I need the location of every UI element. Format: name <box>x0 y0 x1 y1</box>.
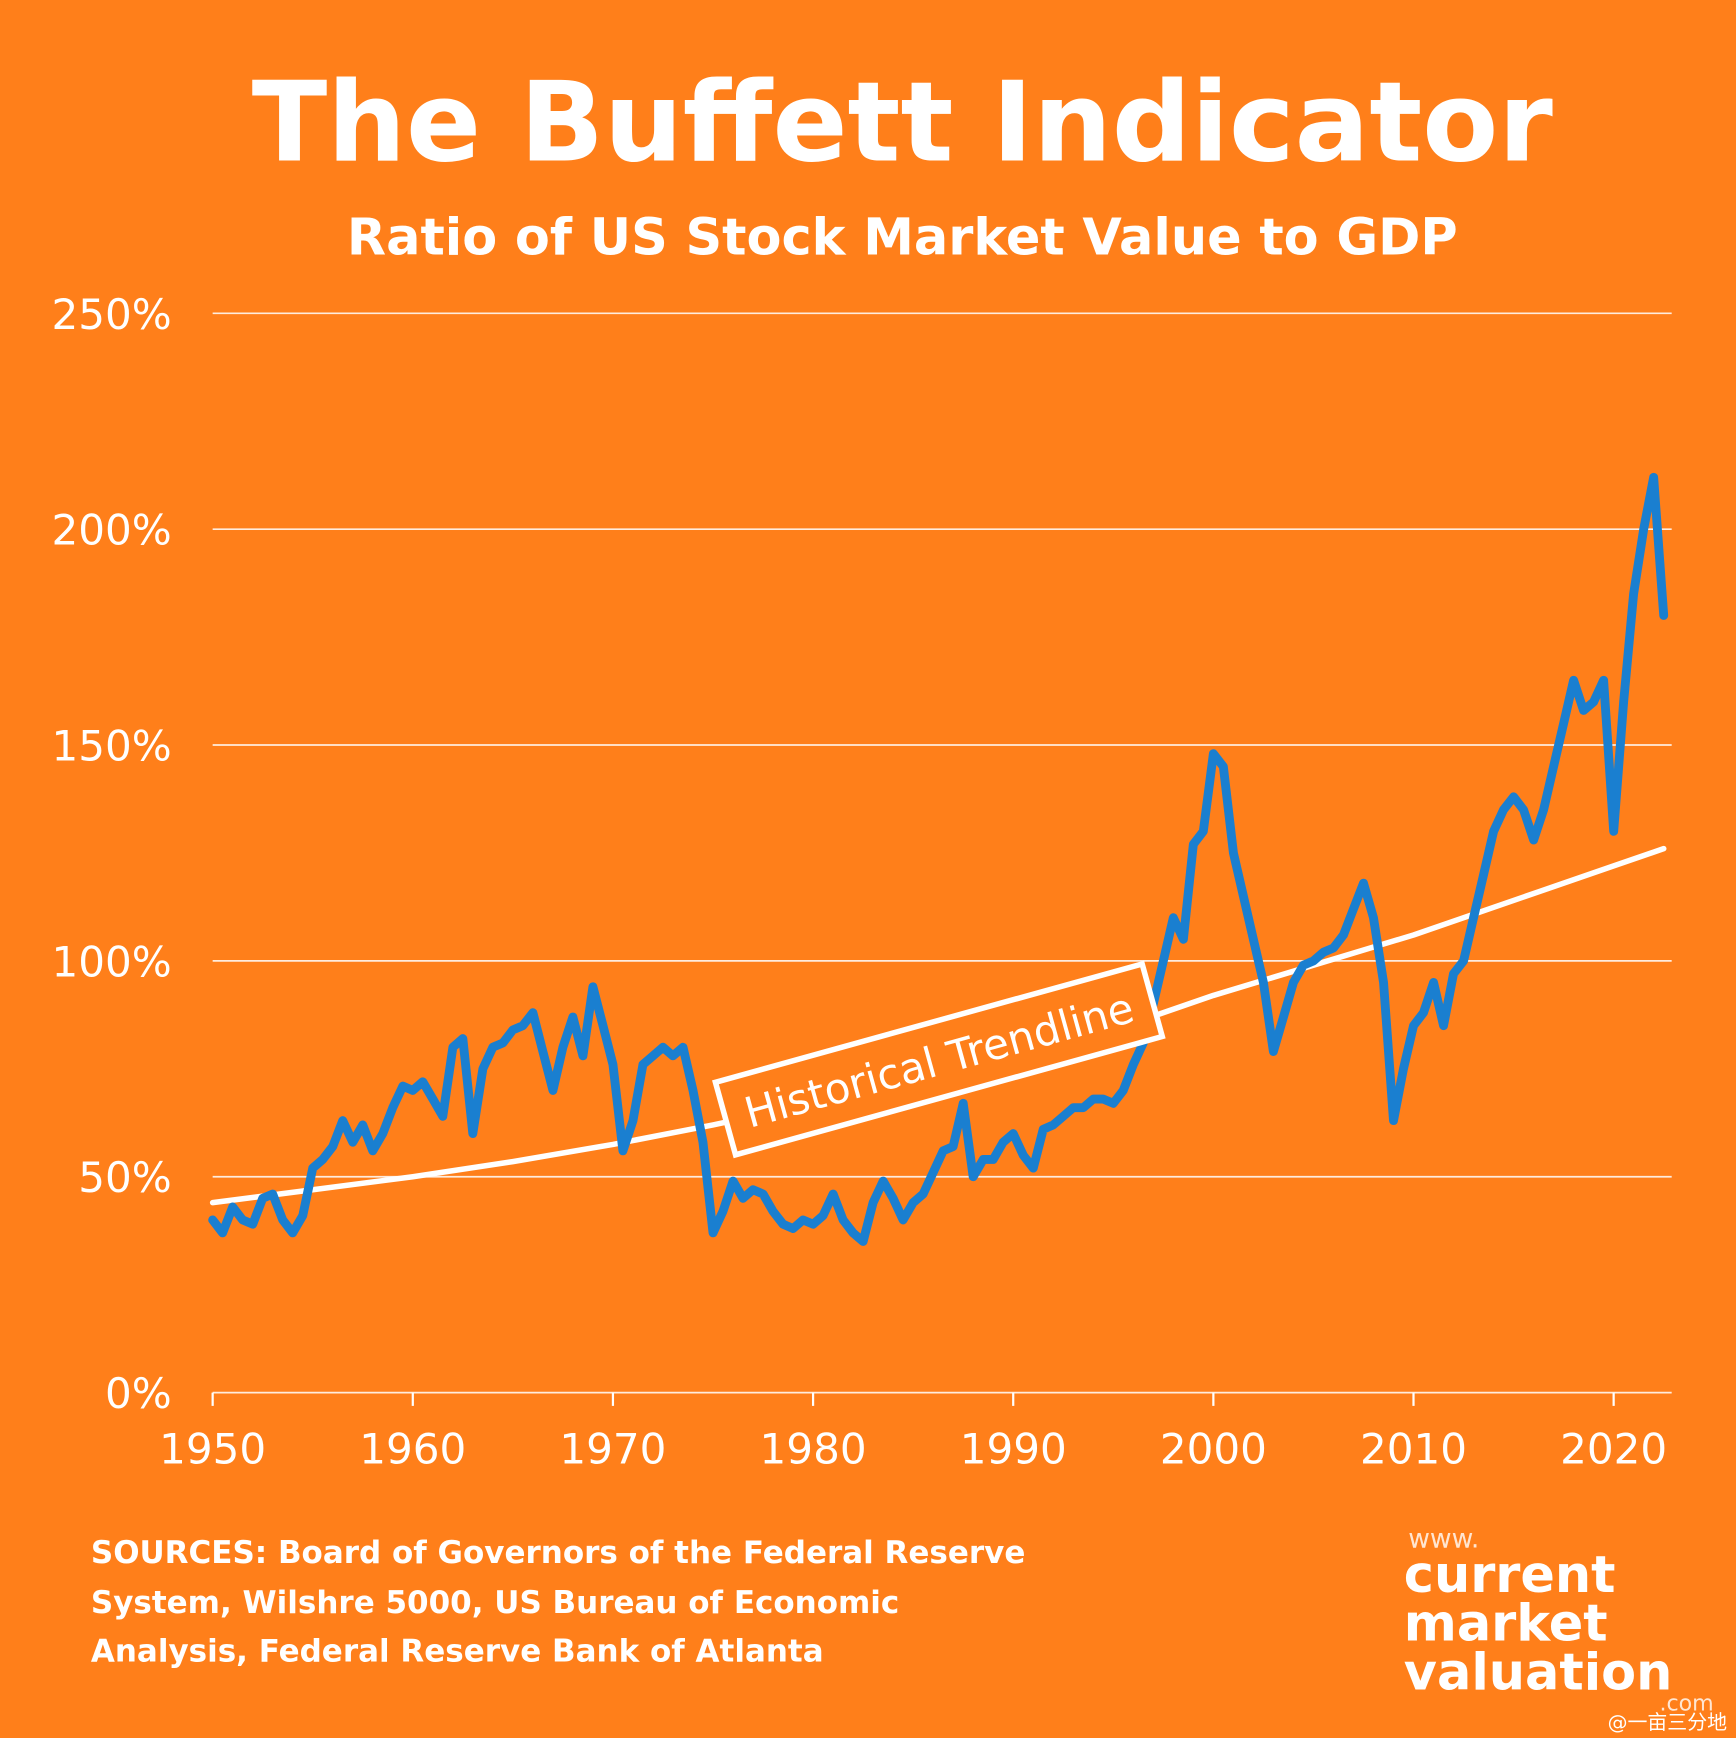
y-tick-label: 200% <box>51 506 171 555</box>
source-line: SOURCES: Board of Governors of the Feder… <box>91 1535 1026 1571</box>
x-tick-label: 2010 <box>1360 1424 1467 1473</box>
x-tick-label: 1990 <box>960 1424 1067 1473</box>
annotation-box <box>712 960 1166 1159</box>
x-tick-label: 1960 <box>359 1424 466 1473</box>
x-tick-label: 2020 <box>1560 1424 1667 1473</box>
y-tick-label: 0% <box>105 1369 172 1418</box>
y-tick-label: 150% <box>51 722 171 771</box>
source-line: Analysis, Federal Reserve Bank of Atlant… <box>91 1634 824 1670</box>
logo-text: .com <box>1659 1690 1713 1716</box>
x-tick-label: 1950 <box>159 1424 266 1473</box>
chart-subtitle: Ratio of US Stock Market Value to GDP <box>347 209 1458 268</box>
source-line: System, Wilshre 5000, US Bureau of Econo… <box>91 1585 899 1621</box>
logo-text: current <box>1404 1546 1616 1605</box>
logo-text: www. <box>1408 1524 1479 1555</box>
logo-text: valuation <box>1404 1643 1673 1702</box>
chart-title: The Buffett Indicator <box>252 59 1554 188</box>
series-line <box>208 472 1669 1246</box>
logo-text: market <box>1404 1595 1608 1654</box>
y-tick-label: 100% <box>51 937 171 986</box>
plot: 0% 50% 100% 150% 200% 250% 1950 1960 1970 1980 199… <box>51 290 1672 1473</box>
watermark: @一亩三分地 <box>1608 1711 1728 1734</box>
y-tick-label: 50% <box>78 1153 171 1202</box>
x-tick-label: 2000 <box>1160 1424 1267 1473</box>
x-tick-label: 1970 <box>559 1424 666 1473</box>
y-tick-label: 250% <box>51 290 171 339</box>
x-tick-label: 1980 <box>760 1424 867 1473</box>
